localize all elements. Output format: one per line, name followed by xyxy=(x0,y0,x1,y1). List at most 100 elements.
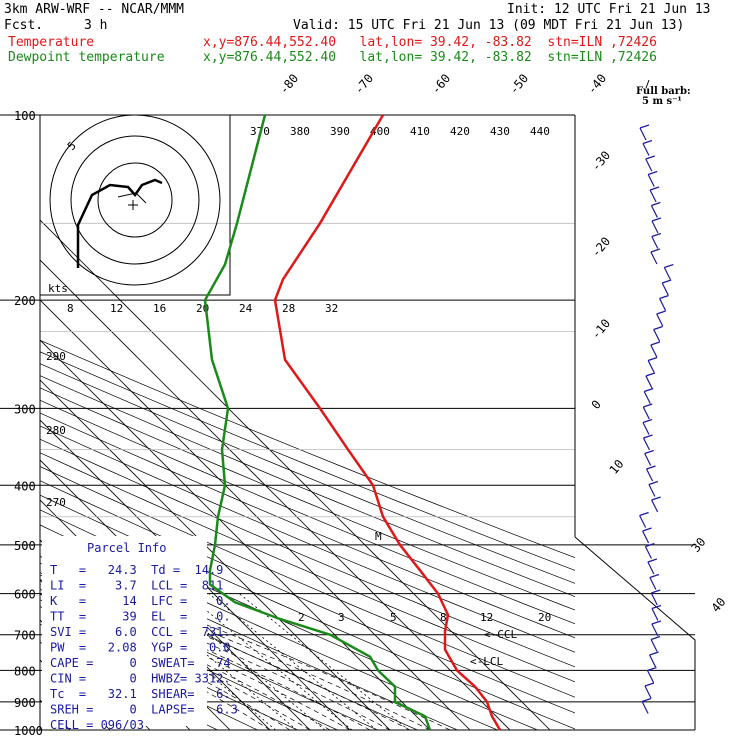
wind-barb xyxy=(647,170,658,187)
wind-barb-flag xyxy=(649,651,659,656)
wind-barb-shaft xyxy=(642,530,650,544)
wind-barb xyxy=(639,511,649,528)
wind-barb-shaft xyxy=(648,484,656,497)
isotherm-line xyxy=(40,259,511,730)
wind-barb-flag xyxy=(651,201,661,207)
wind-barb xyxy=(651,232,661,249)
wind-barb-flag xyxy=(650,635,661,641)
wind-barb-flag xyxy=(661,279,672,284)
wind-barb-shaft xyxy=(651,499,659,513)
wind-barb-shaft xyxy=(646,670,655,683)
isotherm-label: 0 xyxy=(589,397,604,412)
wind-barb-shaft xyxy=(645,158,653,172)
wind-barb xyxy=(643,387,654,404)
mixing-ratio-line xyxy=(185,593,353,730)
dry-adiabat xyxy=(40,425,575,653)
wind-barb-shaft xyxy=(650,639,658,652)
wind-barb-shaft xyxy=(647,360,655,373)
wind-barb-shaft xyxy=(647,174,655,187)
wind-barb xyxy=(642,418,653,435)
hodo-units: kts xyxy=(48,282,68,295)
dry-adiabat xyxy=(40,572,378,730)
wind-barb xyxy=(639,124,650,141)
wind-barb xyxy=(645,155,655,172)
parcel-info-row: K = 14 LFC = 0. xyxy=(50,594,231,608)
wind-barb-flag xyxy=(642,139,653,145)
wind-barb xyxy=(656,310,666,327)
wind-barb-flag xyxy=(645,155,655,160)
fcst-value: 3 h xyxy=(84,18,108,33)
wind-barb-shaft xyxy=(644,546,652,559)
pressure-label: 1000 xyxy=(14,724,43,738)
dry-adiabat xyxy=(40,466,575,698)
wind-barb-shaft xyxy=(642,437,651,451)
hodograph-trace xyxy=(76,178,163,268)
wind-barbs xyxy=(639,124,674,714)
wind-barb-flag xyxy=(639,124,650,129)
isotherm-label: 30 xyxy=(689,535,709,555)
wind-barb-flag xyxy=(651,496,661,501)
wind-barb xyxy=(644,449,654,466)
dry-adiabat xyxy=(40,339,575,559)
wind-barb-shaft xyxy=(645,375,653,389)
temperature-profile xyxy=(273,114,502,731)
isotherm-label: -70 xyxy=(352,71,377,97)
wind-barb-flag xyxy=(650,341,660,346)
wind-barb-shaft xyxy=(643,391,651,404)
wind-barb-shaft xyxy=(644,685,652,699)
theta-left-label: 290 xyxy=(46,350,66,363)
wind-barb-shaft xyxy=(644,453,652,466)
wind-barb-flag xyxy=(646,465,656,470)
wind-barb-shaft xyxy=(656,313,664,327)
isotherm-line xyxy=(40,219,551,730)
wind-barb-flag xyxy=(642,527,652,532)
wind-barb-shaft xyxy=(649,577,657,590)
pressure-label: 900 xyxy=(14,696,36,710)
wind-barb-flag xyxy=(664,263,674,269)
mixing-ratio-label: 12 xyxy=(480,611,493,624)
hodo-speed-label: 12 xyxy=(110,302,123,315)
mixing-ratio-label: 20 xyxy=(538,611,551,624)
wind-barb xyxy=(650,635,661,652)
dry-adiabat xyxy=(40,588,338,730)
hodo-speed-label: 16 xyxy=(153,302,166,315)
wind-barb-shaft xyxy=(651,220,659,234)
isotherm-label: -30 xyxy=(589,148,614,174)
wind-barb-shaft xyxy=(645,468,654,482)
wind-barb-flag xyxy=(645,372,656,377)
annotation-label: M xyxy=(375,530,382,543)
theta-label: 430 xyxy=(490,125,510,138)
annotation-label: <-LCL xyxy=(470,655,503,668)
wind-barb xyxy=(651,217,662,234)
wind-barb-shaft xyxy=(651,623,659,637)
wind-barb xyxy=(650,341,660,358)
hodo-speed-label: 28 xyxy=(282,302,295,315)
wind-barb-flag xyxy=(651,604,662,610)
temperature-location: x,y=876.44,552.40 lat,lon= 39.42, -83.82… xyxy=(203,35,657,50)
theta-label: 440 xyxy=(530,125,550,138)
wind-barb-flag xyxy=(649,573,660,579)
wind-barb-flag xyxy=(656,310,666,315)
wind-barb xyxy=(649,186,660,203)
parcel-info-row: CELL = 096/03 xyxy=(50,718,144,732)
wind-barb xyxy=(645,465,656,482)
isotherm-label: 10 xyxy=(607,457,627,477)
dry-adiabat xyxy=(40,399,575,625)
parcel-info-title: Parcel Info xyxy=(87,541,166,555)
wind-barb-flag xyxy=(650,248,661,253)
wind-barb xyxy=(642,139,653,156)
wind-barb-flag xyxy=(642,418,653,424)
hodo-speed-label: 32 xyxy=(325,302,338,315)
isotherm-label: 40 xyxy=(709,595,729,615)
moist-adiabat xyxy=(40,574,391,730)
parcel-info-row: SVI = 6.0 CCL = 731. xyxy=(50,625,231,639)
theta-label: 410 xyxy=(410,125,430,138)
wind-barb-flag xyxy=(639,511,649,517)
wind-barb-flag xyxy=(651,217,662,222)
wind-barb-shaft xyxy=(642,406,650,420)
wind-barb xyxy=(663,263,674,280)
hodo-speed-label: 24 xyxy=(239,302,253,315)
plot-right-edge xyxy=(574,536,696,730)
mixing-ratio-label: 3 xyxy=(338,611,345,624)
